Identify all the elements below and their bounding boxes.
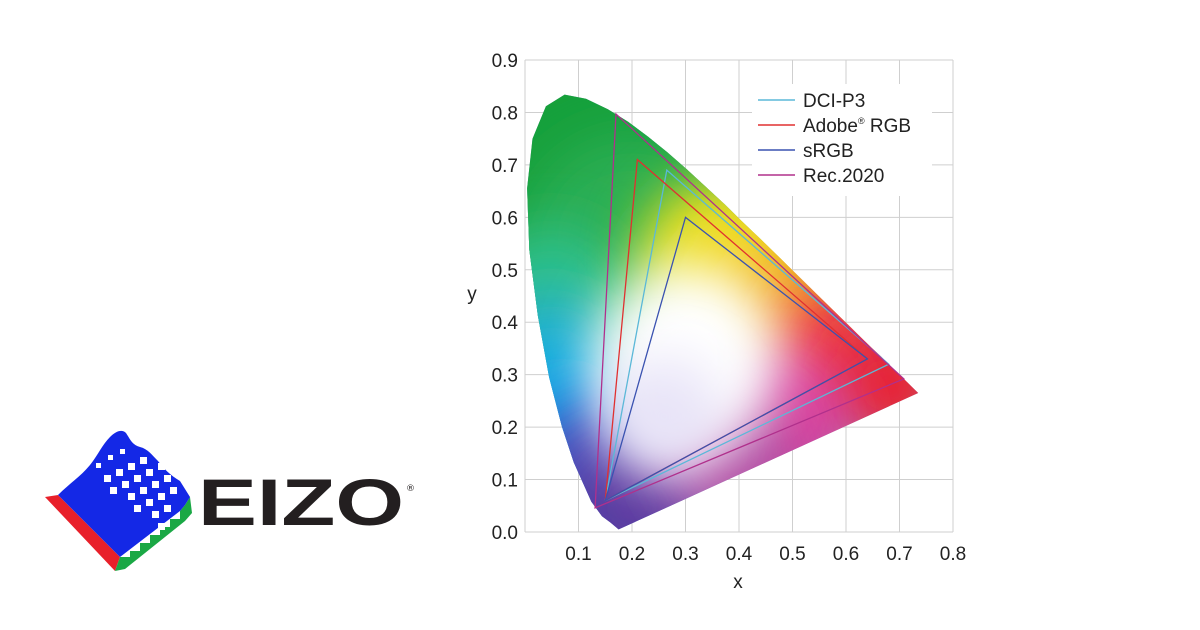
gamut-triangle-2 bbox=[604, 216, 869, 502]
x-tick-label: 0.8 bbox=[940, 544, 966, 565]
logo-wordmark: EIZO bbox=[198, 465, 404, 539]
logo-blue-shape bbox=[58, 430, 190, 557]
y-tick-label: 0.9 bbox=[492, 51, 518, 72]
x-tick-label: 0.5 bbox=[779, 544, 805, 565]
y-tick-label: 0.2 bbox=[492, 418, 518, 439]
y-tick-label: 0.7 bbox=[492, 156, 518, 177]
y-tick-label: 0.4 bbox=[492, 313, 519, 334]
x-axis-label: x bbox=[733, 572, 743, 593]
legend-label: sRGB bbox=[803, 141, 854, 162]
legend-label: DCI-P3 bbox=[803, 91, 865, 112]
color-blob bbox=[604, 356, 725, 477]
chart-legend: DCI-P3 Adobe® RGB sRGB Rec.2020 bbox=[752, 84, 932, 196]
logo-green-stripe bbox=[115, 497, 192, 571]
x-tick-label: 0.4 bbox=[726, 544, 753, 565]
eizo-logo: EIZO ® bbox=[45, 430, 415, 571]
gamut-triangle-3 bbox=[594, 112, 905, 509]
y-tick-label: 0.0 bbox=[492, 523, 518, 544]
y-tick-label: 0.6 bbox=[492, 208, 518, 229]
y-tick-label: 0.3 bbox=[492, 366, 518, 387]
x-tick-label: 0.2 bbox=[619, 544, 645, 565]
legend-label: Rec.2020 bbox=[803, 166, 884, 187]
gamut-triangles bbox=[594, 112, 905, 509]
y-axis-label: y bbox=[467, 284, 477, 305]
axis-ticks: 0.1 0.2 0.3 0.4 0.5 0.6 0.7 0.8 0.0 0.1 0.2 0.3 0.4 0… bbox=[492, 51, 967, 565]
y-tick-label: 0.1 bbox=[492, 471, 518, 492]
logo-red-stripe bbox=[45, 495, 120, 571]
x-tick-label: 0.7 bbox=[886, 544, 912, 565]
x-tick-label: 0.1 bbox=[565, 544, 591, 565]
x-tick-label: 0.6 bbox=[833, 544, 859, 565]
legend-label: Adobe® RGB bbox=[803, 116, 911, 137]
legend-background bbox=[752, 84, 932, 196]
gamut-triangle-0 bbox=[604, 168, 890, 502]
logo-registered-mark: ® bbox=[406, 484, 415, 494]
y-tick-label: 0.5 bbox=[492, 261, 518, 282]
y-tick-label: 0.8 bbox=[492, 103, 518, 124]
x-tick-label: 0.3 bbox=[672, 544, 698, 565]
logo-checker-pattern bbox=[96, 449, 177, 530]
